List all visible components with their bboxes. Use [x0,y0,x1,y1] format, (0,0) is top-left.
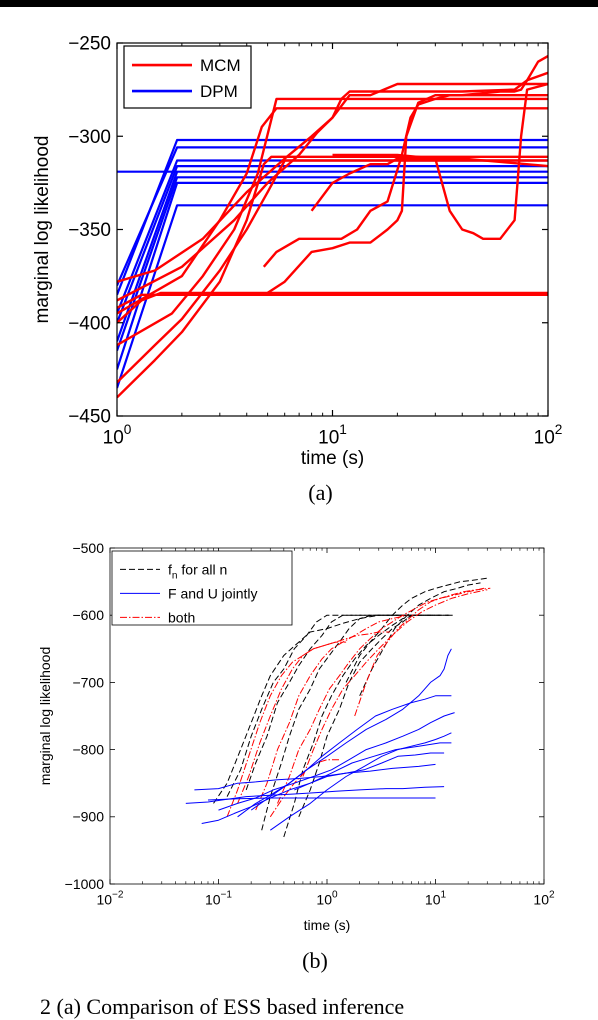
y-tick-label: −600 [72,607,104,623]
series-line [345,577,488,683]
panel-caption: (a) [308,480,332,505]
x-tick-label: 101 [425,889,447,907]
y-tick-label: −300 [68,127,111,148]
series-line [218,712,455,811]
series-line [117,138,548,296]
series-line [117,97,548,347]
series-line [294,752,445,791]
series-line [226,614,419,797]
y-tick-label: −250 [68,34,111,55]
x-axis-label: time (s) [304,917,351,933]
series-line [270,732,452,831]
series-line [117,170,548,342]
series-line [277,587,485,804]
top-rule [0,0,598,7]
series-line [237,695,452,818]
legend: fn for all n F and U jointly both [111,550,293,626]
series-line [226,641,347,817]
series-line [302,589,488,777]
y-tick-label: −1000 [65,876,105,892]
series-line [261,614,455,831]
chart-panel-a: −450 −400 −350 −300 −250 100 101 102 time (s) mar… [32,34,562,505]
legend-label: DPM [200,82,238,101]
series-line [354,587,491,717]
x-tick-label: 100 [316,889,338,907]
x-tick-label: 10−1 [205,889,232,907]
legend-label: both [168,609,195,625]
chart-panel-b: −1000 −900 −800 −700 −600 −500 10−2 10−1 100 101 1… [37,540,555,973]
y-axis-label: marginal log likelihood [32,136,53,324]
series-line [266,93,548,294]
series-line [117,107,548,315]
series-line [194,763,436,791]
x-tick-label: 100 [103,422,132,449]
series-line [332,153,548,168]
legend-label: fn for all n [168,561,227,581]
series-line [250,648,452,811]
y-tick-label: −800 [72,742,104,758]
series-group [185,577,491,838]
y-axis-label: marginal log likelihood [37,647,53,786]
series-line [117,204,548,389]
figure-caption-fragment: 2 (a) Comparison of ESS based inference [40,994,405,1019]
y-tick-label: −900 [72,809,104,825]
series-line [207,797,436,801]
series-line [213,614,436,804]
x-tick-label: 10−2 [96,889,123,907]
series-line [185,786,445,804]
series-line [117,181,548,370]
series-line [117,176,548,352]
series-line [117,291,548,324]
x-tick-label: 102 [534,422,563,449]
y-tick-label: −450 [68,407,111,428]
legend-label: MCM [200,56,241,75]
series-line [117,55,548,302]
y-tick-label: −700 [72,674,104,690]
y-tick-label: −400 [68,313,111,334]
legend-label: F and U jointly [168,585,257,601]
series-line [201,742,452,824]
y-tick-label: −500 [72,540,104,556]
series-group [117,55,548,399]
series-line [237,631,390,804]
legend-box [111,550,293,626]
series-line [310,82,548,241]
x-tick-label: 102 [533,889,555,907]
series-line [117,293,548,309]
series-line [117,146,548,286]
legend-box [123,45,252,109]
y-tick-label: −350 [68,220,111,241]
series-line [262,71,548,268]
x-axis-label: time (s) [301,448,364,469]
x-tick-label: 101 [318,422,347,449]
series-line [117,165,548,324]
legend: MCM DPM [123,45,252,109]
series-line [298,614,448,817]
series-line [245,614,412,791]
panel-caption: (b) [302,948,328,973]
series-line [117,159,548,384]
series-line [255,614,408,811]
series-line [359,582,481,697]
